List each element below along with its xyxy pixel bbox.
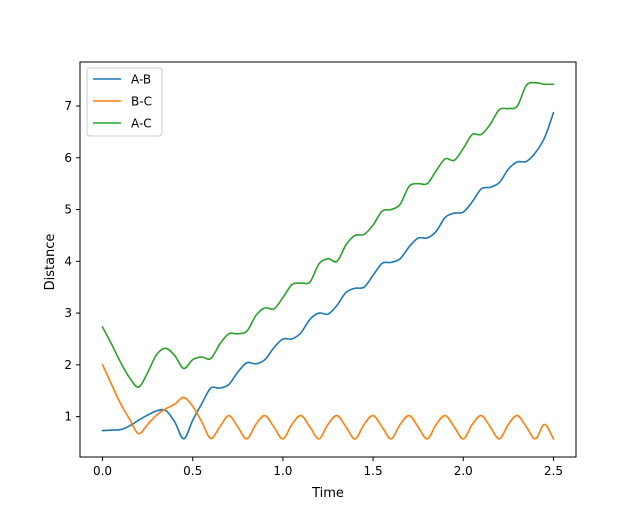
legend-label-a-b: A-B (131, 73, 151, 87)
y-axis-label: Distance (43, 234, 58, 291)
y-tick-label: 1 (64, 410, 72, 424)
series-line-a-b (101, 111, 555, 440)
y-tick-label: 6 (64, 151, 72, 165)
x-tick-label: 2.5 (544, 464, 563, 478)
y-axis-ticks: 1 2 3 4 5 6 7 (64, 99, 80, 424)
axes-frame (79, 61, 577, 458)
series-line-a-c (101, 81, 555, 388)
y-tick-label: 7 (64, 99, 72, 113)
legend: A-B B-C A-C (86, 67, 163, 137)
x-tick-label: 1.5 (364, 464, 383, 478)
x-tick-label: 0.5 (183, 464, 202, 478)
legend-label-b-c: B-C (131, 95, 152, 109)
plot-lines (101, 81, 555, 440)
x-axis-ticks: 0.0 0.5 1.0 1.5 2.0 2.5 (93, 457, 563, 478)
y-tick-label: 4 (64, 254, 72, 268)
legend-box (86, 67, 163, 137)
y-tick-label: 5 (64, 203, 72, 217)
x-axis-label: Time (311, 486, 344, 501)
x-tick-label: 0.0 (93, 464, 112, 478)
y-tick-label: 2 (64, 358, 72, 372)
series-line-b-c (101, 363, 555, 440)
x-tick-label: 2.0 (454, 464, 473, 478)
x-tick-label: 1.0 (273, 464, 292, 478)
legend-label-a-c: A-C (131, 117, 152, 131)
y-tick-label: 3 (64, 306, 72, 320)
